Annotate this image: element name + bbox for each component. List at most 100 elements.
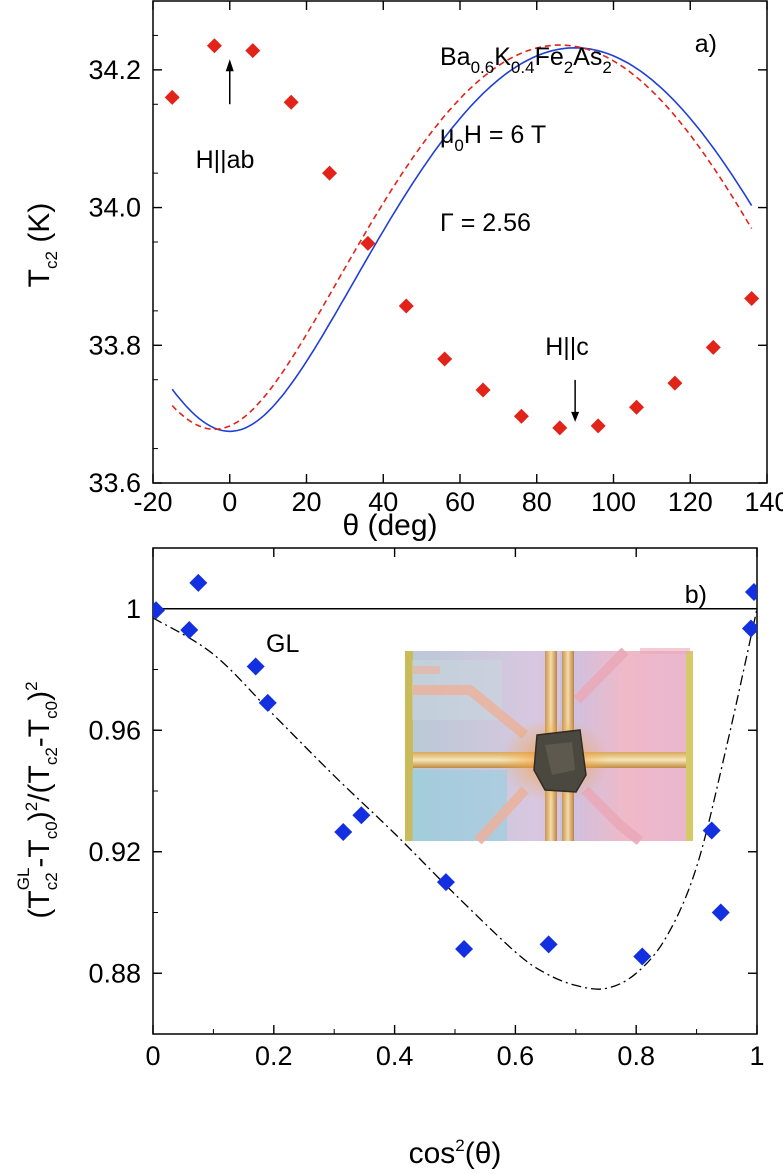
data-point [180,621,199,640]
x-tick-label: 140 [744,487,783,517]
arrow-h-ab [225,59,234,105]
data-point [590,418,606,434]
y-tick-label: 33.6 [88,468,141,498]
ylabel-unit: (K) [23,203,56,251]
data-point [552,420,568,436]
data-point [539,935,558,954]
data-point [702,821,721,840]
data-point [246,657,265,676]
field-label: μ0H = 6 T [440,121,546,155]
x-tick-label: 20 [291,487,321,517]
data-point [711,903,730,922]
gamma-label: Γ = 2.56 [440,209,531,237]
data-point [744,583,757,602]
data-point [629,399,645,415]
data-point [513,408,529,424]
data-point [245,43,261,59]
x-tick-label: 0.6 [497,1041,535,1071]
label-h-ab: H||ab [196,146,255,174]
ylabel-sub: c2 [42,251,61,269]
yl-p11: ) [23,691,56,701]
fit-curve-solid [171,46,753,433]
field-mu-sub: 0 [454,136,463,155]
x-tick-label: 40 [368,487,398,517]
data-point [741,619,757,638]
panel-b-xlabel: cos2(θ) [409,1136,502,1170]
formula-as-sub: 2 [602,58,611,77]
yl-p1: c2 [42,872,61,890]
y-tick-label: 1 [126,594,141,624]
xlabel-sup: 2 [455,1136,464,1155]
yl-p12: 2 [22,681,41,690]
xlabel-cos: cos [409,1137,456,1170]
data-point [744,290,760,306]
formula-as: As [573,43,602,71]
data-point [667,375,683,391]
panel-a-label: a) [695,30,717,58]
data-point [164,89,180,105]
svg-text:Tc2 (K): Tc2 (K) [23,203,61,288]
x-tick-label: 0.8 [617,1041,655,1071]
field-value: H = 6 T [464,121,546,149]
formula-k: K [494,43,511,71]
data-point [398,298,414,314]
formula-fe: Fe [535,43,564,71]
formula-k-sub: 0.4 [511,58,535,77]
field-mu: μ [440,121,454,149]
xlabel-tail: (θ) [465,1137,502,1170]
y-tick-label: 0.96 [88,715,141,745]
x-tick-label: 100 [591,487,636,517]
y-tick-label: 33.8 [88,330,141,360]
x-tick-label: 0.2 [255,1041,293,1071]
panel-a-xlabel: θ (deg) [342,509,437,542]
yl-p8: c2 [42,747,61,765]
x-tick-label: 0.4 [376,1041,414,1071]
panel-b: 0 0.2 0.4 0.6 0.8 1 0.88 0.92 0.96 1 [14,547,765,1170]
panel-a-frame [152,0,768,484]
panel-a-ylabel: Tc2 (K) [23,203,61,288]
x-tick-label: 80 [522,487,552,517]
data-point [322,165,338,181]
formula-fe-sub: 2 [564,58,573,77]
ylabel-main: T [23,269,56,287]
yl-p2: GL [14,868,33,891]
fit-curve-dashed [171,44,753,431]
gl-label: GL [266,630,299,658]
yl-p7: /(T [23,765,56,802]
yl-p5: ) [23,811,56,821]
x-tick-label: 60 [445,487,475,517]
svg-text:(Tc2GL-Tc0)2/(Tc2-Tc0)2: (Tc2GL-Tc0)2/(Tc2-Tc0)2 [14,681,61,918]
label-h-c: H||c [545,333,589,361]
arrow-h-c [571,379,580,422]
data-point [475,382,491,398]
data-point [283,94,299,110]
formula-ba-sub: 0.6 [471,58,495,77]
yl-p10: c0 [42,701,61,719]
x-tick-label: -20 [133,487,172,517]
y-tick-label: 0.88 [88,958,141,988]
data-point [705,339,721,355]
yl-p6: 2 [22,802,41,811]
data-point [352,806,371,825]
y-tick-label: 34.0 [88,193,141,223]
yl-p0: (T [23,890,56,918]
yl-p3: -T [23,839,56,867]
data-point [189,573,208,592]
x-tick-label: 0 [145,1041,160,1071]
data-point [258,693,277,712]
y-tick-label: 34.2 [88,55,141,85]
panel-b-label: b) [685,581,707,609]
data-point [206,38,222,54]
x-tick-label: 120 [668,487,713,517]
yl-p9: -T [23,719,56,747]
data-point [455,939,474,958]
data-point [633,947,652,966]
x-tick-label: 0 [222,487,237,517]
data-point [153,601,166,620]
formula-label: Ba0.6K0.4Fe2As2 [440,43,612,77]
panel-a: -20 0 20 40 60 80 100 120 140 33.633.834.034.2 θ… [23,0,783,542]
data-point [334,823,353,842]
panel-b-ylabel: (Tc2GL-Tc0)2/(Tc2-Tc0)2 [14,681,61,918]
y-tick-label: 0.92 [88,837,141,867]
